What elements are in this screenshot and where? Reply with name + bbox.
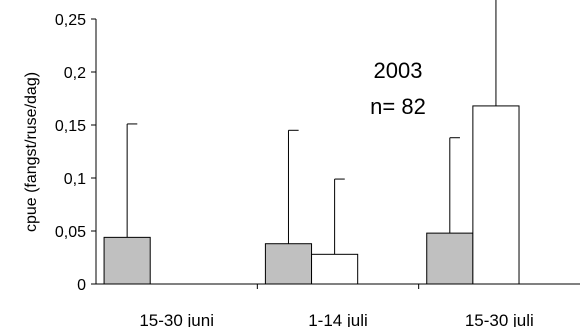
y-tick-label: 0,05 — [55, 224, 86, 241]
bar — [426, 232, 474, 285]
y-tick-label: 0,15 — [55, 118, 86, 135]
y-tick-label: 0,2 — [64, 65, 86, 82]
annotation-year: 2003 — [374, 58, 423, 83]
y-tick-label: 0 — [77, 277, 86, 294]
x-tick-label: 15-30 juli — [465, 311, 534, 327]
y-tick-label: 0,25 — [55, 12, 86, 29]
bars — [103, 0, 520, 285]
y-tick-label: 0,1 — [64, 171, 86, 188]
x-tick-label: 15-30 juni — [139, 311, 214, 327]
y-tick-labels: 0 0,05 0,1 0,15 0,2 0,25 — [55, 12, 86, 294]
bar — [311, 253, 359, 285]
y-axis-label: cpue (fangst/ruse/dag) — [23, 72, 40, 232]
x-tick-label: 1-14 juli — [308, 311, 368, 327]
annotation-n: n= 82 — [370, 94, 426, 119]
bar — [264, 243, 313, 285]
bar — [472, 105, 520, 285]
category-labels: 15-30 juni 1-14 juli 15-30 juli — [139, 311, 534, 327]
bar — [103, 236, 151, 285]
